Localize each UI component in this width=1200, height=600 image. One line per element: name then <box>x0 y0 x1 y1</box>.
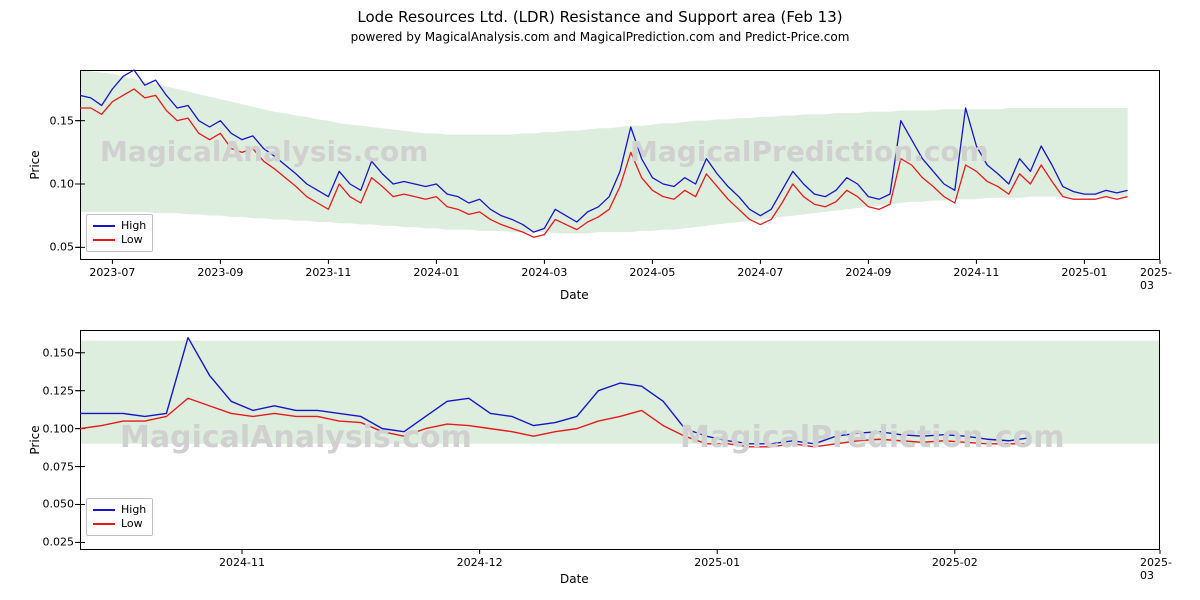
legend-swatch-low <box>93 239 115 241</box>
chart-top-svg <box>80 70 1160 260</box>
x-tick-label: 2023-11 <box>305 266 351 279</box>
chart-bottom-xlabel: Date <box>560 572 589 586</box>
x-tick-label: 2024-09 <box>845 266 891 279</box>
legend-label-low-2: Low <box>121 517 143 531</box>
y-tick-label: 0.10 <box>30 178 74 191</box>
x-tick-label: 2024-12 <box>457 556 503 569</box>
figure: Lode Resources Ltd. (LDR) Resistance and… <box>0 0 1200 600</box>
legend-item-low-2: Low <box>93 517 146 531</box>
chart-top: MagicalAnalysis.com MagicalPrediction.co… <box>80 70 1160 260</box>
legend-swatch-high-2 <box>93 509 115 511</box>
y-tick-label: 0.050 <box>30 498 74 511</box>
x-tick-label: 2024-11 <box>953 266 999 279</box>
x-tick-label: 2025-03 <box>1140 556 1180 582</box>
legend-label-high-2: High <box>121 503 146 517</box>
chart-bottom-svg <box>80 330 1160 550</box>
x-tick-label: 2025-01 <box>694 556 740 569</box>
legend-item-high: High <box>93 219 146 233</box>
y-tick-label: 0.05 <box>30 241 74 254</box>
legend-item-high-2: High <box>93 503 146 517</box>
chart-title: Lode Resources Ltd. (LDR) Resistance and… <box>0 8 1200 26</box>
chart-bottom: MagicalAnalysis.com MagicalPrediction.co… <box>80 330 1160 550</box>
legend-label-high: High <box>121 219 146 233</box>
legend-item-low: Low <box>93 233 146 247</box>
legend-label-low: Low <box>121 233 143 247</box>
x-tick-label: 2023-07 <box>89 266 135 279</box>
y-tick-label: 0.15 <box>30 114 74 127</box>
x-tick-label: 2025-03 <box>1140 266 1180 292</box>
chart-top-xlabel: Date <box>560 288 589 302</box>
x-tick-label: 2025-01 <box>1061 266 1107 279</box>
legend-swatch-high <box>93 225 115 227</box>
x-tick-label: 2023-09 <box>197 266 243 279</box>
y-tick-label: 0.075 <box>30 460 74 473</box>
y-tick-label: 0.100 <box>30 422 74 435</box>
chart-subtitle: powered by MagicalAnalysis.com and Magic… <box>0 30 1200 44</box>
x-tick-label: 2024-07 <box>737 266 783 279</box>
x-tick-label: 2024-05 <box>629 266 675 279</box>
chart-bottom-legend: High Low <box>86 498 153 536</box>
x-tick-label: 2024-01 <box>413 266 459 279</box>
chart-top-ylabel: Price <box>28 150 42 179</box>
x-tick-label: 2024-03 <box>521 266 567 279</box>
x-tick-label: 2025-02 <box>932 556 978 569</box>
y-tick-label: 0.125 <box>30 384 74 397</box>
y-tick-label: 0.150 <box>30 346 74 359</box>
chart-top-legend: High Low <box>86 214 153 252</box>
y-tick-label: 0.025 <box>30 536 74 549</box>
x-tick-label: 2024-11 <box>219 556 265 569</box>
legend-swatch-low-2 <box>93 523 115 525</box>
